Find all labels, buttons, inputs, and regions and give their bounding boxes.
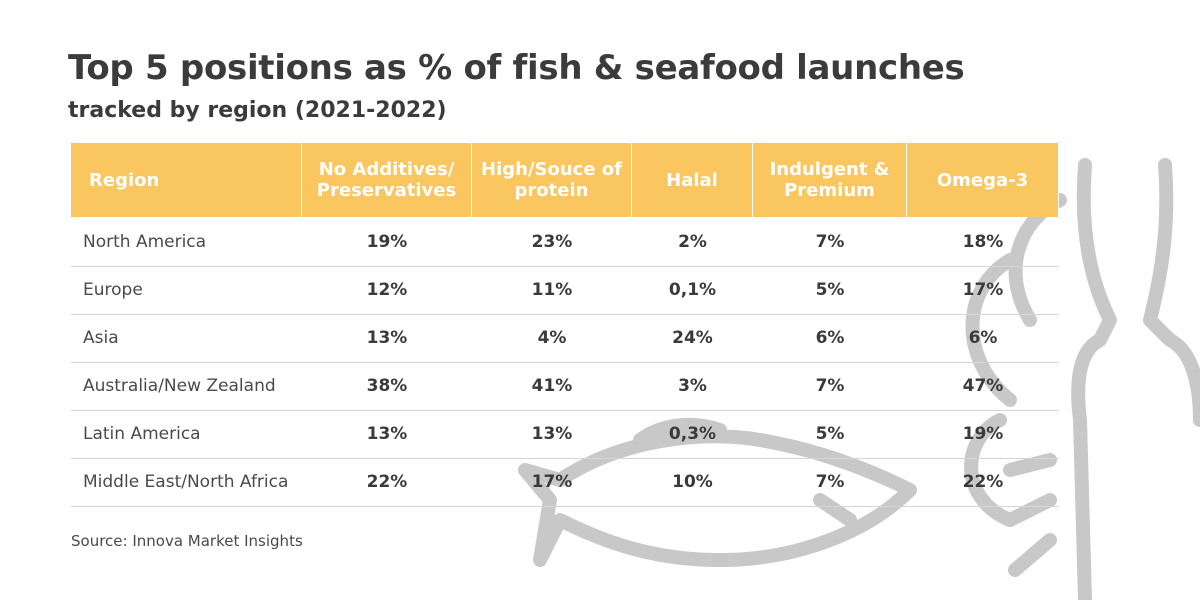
cell-value: 22% <box>366 472 408 492</box>
cell-value: 6% <box>815 328 845 348</box>
column-header: No Additives/ Preservatives <box>302 143 472 217</box>
cell-value: 13% <box>366 424 408 444</box>
cell-value: 24% <box>672 328 713 348</box>
row-divider <box>71 506 1059 507</box>
cell-value: 0,3% <box>668 424 717 444</box>
row-label: Australia/New Zealand <box>83 376 276 396</box>
row-label: Asia <box>83 328 119 348</box>
cell-value: 10% <box>672 472 713 492</box>
lobster-outline <box>964 158 1200 600</box>
column-header: High/Souce of protein <box>472 143 632 217</box>
cell-value: 7% <box>815 376 845 396</box>
row-divider <box>71 362 1059 363</box>
column-header: Omega-3 <box>907 143 1059 217</box>
cell-value: 17% <box>962 280 1004 300</box>
cell-value: 4% <box>537 328 567 348</box>
cell-value: 17% <box>531 472 573 492</box>
row-divider <box>71 314 1059 315</box>
cell-value: 12% <box>366 280 408 300</box>
cell-value: 41% <box>531 376 573 396</box>
row-label: Middle East/North Africa <box>83 472 289 492</box>
cell-value: 18% <box>962 232 1004 252</box>
row-divider <box>71 266 1059 267</box>
cell-value: 19% <box>366 232 408 252</box>
source: Source: Innova Market Insights <box>71 532 303 550</box>
row-divider <box>71 410 1059 411</box>
title: Top 5 positions as % of fish & seafood l… <box>68 48 965 88</box>
cell-value: 13% <box>366 328 408 348</box>
subtitle: tracked by region (2021-2022) <box>68 98 447 123</box>
cell-value: 47% <box>962 376 1004 396</box>
row-divider <box>71 458 1059 459</box>
cell-value: 5% <box>815 424 845 444</box>
cell-value: 22% <box>962 472 1004 492</box>
cell-value: 11% <box>531 280 573 300</box>
cell-value: 38% <box>366 376 408 396</box>
row-label: Europe <box>83 280 143 300</box>
cell-value: 6% <box>968 328 998 348</box>
cell-value: 23% <box>531 232 573 252</box>
cell-value: 7% <box>815 232 845 252</box>
cell-value: 0,1% <box>668 280 717 300</box>
cell-value: 7% <box>815 472 845 492</box>
column-header: Region <box>71 143 302 217</box>
column-header: Indulgent & Premium <box>753 143 907 217</box>
cell-value: 2% <box>678 232 707 252</box>
row-label: Latin America <box>83 424 201 444</box>
cell-value: 3% <box>678 376 707 396</box>
cell-value: 13% <box>531 424 573 444</box>
cell-value: 5% <box>815 280 845 300</box>
cell-value: 19% <box>962 424 1004 444</box>
column-header: Halal <box>632 143 753 217</box>
row-label: North America <box>83 232 207 252</box>
fish-outline <box>518 417 917 567</box>
